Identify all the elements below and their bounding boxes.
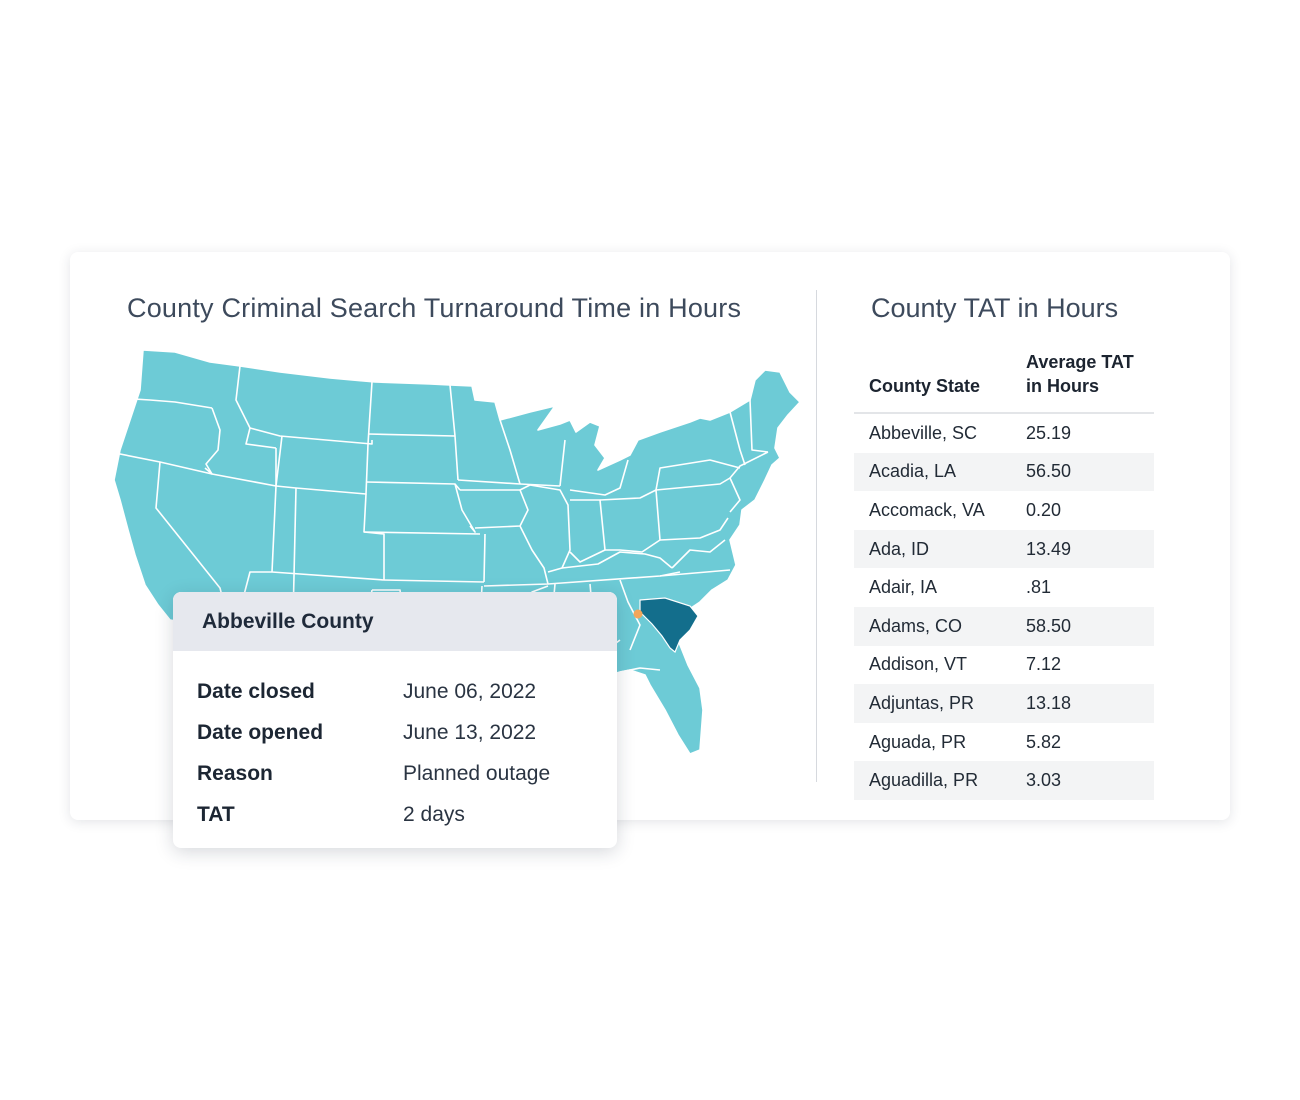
- county-tooltip: Abbeville County Date closed June 06, 202…: [173, 592, 617, 848]
- tooltip-label: Date closed: [197, 679, 315, 703]
- tat-cell: .81: [1026, 577, 1052, 598]
- tat-header-line2: in Hours: [1026, 376, 1100, 396]
- table-header-row: County State Average TAT in Hours: [854, 350, 1154, 414]
- table-row[interactable]: Accomack, VA 0.20: [854, 491, 1154, 530]
- tat-cell: 5.82: [1026, 731, 1062, 752]
- county-cell: Aguadilla, PR: [854, 761, 1012, 800]
- tat-header-line1: Average TAT: [1026, 352, 1134, 372]
- tat-cell: 58.50: [1012, 606, 1154, 646]
- tooltip-body: Date closed June 06, 2022 Date opened June …: [173, 651, 617, 835]
- tat-cell: 0.20: [1026, 499, 1062, 520]
- county-cell: Acadia, LA: [854, 452, 1012, 492]
- tat-table: County State Average TAT in Hours Abbevi…: [854, 350, 1154, 800]
- map-title: County Criminal Search Turnaround Time i…: [127, 293, 742, 323]
- county-cell: Ada, ID: [854, 529, 1012, 569]
- county-cell: Accomack, VA: [869, 499, 985, 520]
- tooltip-title: Abbeville County: [173, 592, 617, 651]
- county-cell: Adair, IA: [869, 577, 938, 598]
- county-cell: Adjuntas, PR: [854, 684, 1012, 723]
- county-cell: Abbeville, SC: [869, 422, 978, 443]
- tooltip-value: June 13, 2022: [403, 720, 537, 744]
- state-sc-highlight[interactable]: [639, 597, 699, 653]
- tooltip-row: Date closed June 06, 2022: [197, 671, 617, 712]
- tat-cell: 3.03: [1012, 761, 1154, 800]
- table-title: County TAT in Hours: [871, 293, 1119, 323]
- table-body: Abbeville, SC 25.19 Acadia, LA 56.50 Accomac…: [854, 413, 1154, 800]
- table-row[interactable]: Adjuntas, PR 13.18: [854, 684, 1154, 723]
- county-cell: Addison, VT: [869, 654, 968, 675]
- table-row[interactable]: Adams, CO 58.50: [854, 606, 1154, 646]
- table-row[interactable]: Acadia, LA 56.50: [854, 452, 1154, 492]
- county-marker[interactable]: [633, 609, 643, 619]
- tat-cell: 25.19: [1026, 422, 1072, 443]
- tooltip-value: June 06, 2022: [403, 679, 537, 703]
- tooltip-label: Date opened: [197, 720, 324, 744]
- table-row[interactable]: Addison, VT 7.12: [854, 646, 1154, 685]
- tooltip-row: Reason Planned outage: [197, 753, 617, 794]
- tooltip-value: 2 days: [403, 802, 465, 826]
- tat-header[interactable]: Average TAT in Hours: [1012, 350, 1154, 414]
- table-row[interactable]: Aguada, PR 5.82: [854, 723, 1154, 762]
- tooltip-value: Planned outage: [403, 761, 551, 785]
- tooltip-row: TAT 2 days: [197, 794, 617, 835]
- county-header[interactable]: County State: [854, 350, 1012, 414]
- tat-cell: 13.49: [1012, 529, 1154, 569]
- table-row[interactable]: Adair, IA .81: [854, 568, 1154, 607]
- tat-cell: 7.12: [1026, 654, 1062, 675]
- county-cell: Aguada, PR: [869, 731, 967, 752]
- county-cell: Adams, CO: [854, 606, 1012, 646]
- panel-divider: [816, 290, 817, 782]
- tooltip-label: TAT: [197, 802, 235, 826]
- tat-cell: 13.18: [1012, 684, 1154, 723]
- tat-cell: 56.50: [1012, 452, 1154, 492]
- table-row[interactable]: Abbeville, SC 25.19: [854, 413, 1154, 453]
- table-row[interactable]: Ada, ID 13.49: [854, 529, 1154, 569]
- tooltip-row: Date opened June 13, 2022: [197, 712, 617, 753]
- tooltip-label: Reason: [197, 761, 273, 785]
- table-row[interactable]: Aguadilla, PR 3.03: [854, 761, 1154, 800]
